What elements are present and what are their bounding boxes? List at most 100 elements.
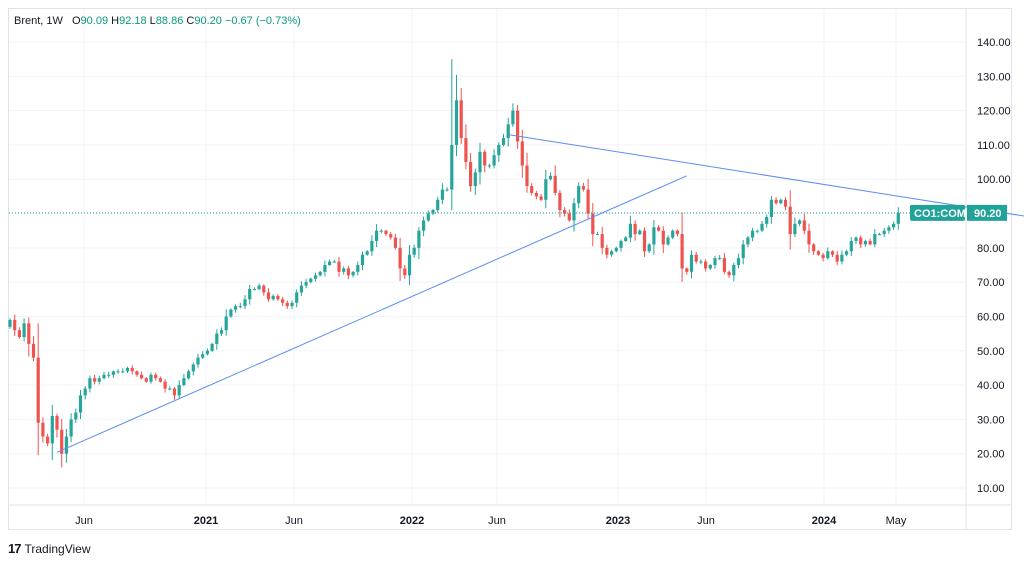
symbol-label: Brent, 1W bbox=[14, 15, 63, 27]
candle bbox=[163, 379, 167, 393]
candle bbox=[440, 183, 444, 205]
chart-frame bbox=[8, 8, 1012, 530]
trendlines[interactable] bbox=[56, 134, 1024, 453]
candle bbox=[168, 386, 172, 391]
candle bbox=[116, 368, 120, 374]
candle bbox=[718, 254, 722, 261]
candle bbox=[290, 300, 294, 310]
candle bbox=[370, 235, 374, 256]
candle bbox=[304, 278, 308, 289]
candle bbox=[722, 252, 726, 275]
candle bbox=[755, 229, 759, 234]
candle bbox=[201, 351, 205, 360]
candle bbox=[88, 375, 92, 393]
y-tick-label: 50.00 bbox=[977, 346, 1005, 358]
candle bbox=[628, 215, 632, 243]
close-label: C bbox=[186, 15, 195, 27]
candle bbox=[121, 368, 125, 374]
candle bbox=[135, 370, 139, 377]
candle bbox=[102, 371, 106, 380]
candle bbox=[74, 408, 78, 424]
candle bbox=[158, 376, 162, 383]
candles bbox=[8, 59, 900, 468]
candle bbox=[769, 195, 773, 224]
candle bbox=[647, 243, 651, 253]
y-tick-label: 20.00 bbox=[977, 449, 1005, 461]
candle bbox=[741, 240, 745, 265]
candle bbox=[78, 389, 83, 419]
candle bbox=[534, 190, 538, 200]
candle bbox=[450, 59, 454, 211]
candle bbox=[642, 227, 647, 257]
candle bbox=[431, 208, 435, 216]
candle bbox=[826, 247, 830, 260]
candle bbox=[140, 371, 144, 380]
candle bbox=[812, 242, 816, 255]
candle bbox=[873, 229, 877, 248]
candle bbox=[478, 142, 482, 185]
candle bbox=[798, 219, 802, 227]
y-tick-label: 130.00 bbox=[977, 71, 1011, 83]
y-tick-label: 120.00 bbox=[977, 106, 1011, 118]
ticker-tag-label: CO1:COM bbox=[914, 208, 966, 220]
candle bbox=[375, 224, 379, 248]
candle bbox=[577, 182, 581, 209]
y-tick-label: 100.00 bbox=[977, 174, 1011, 186]
candle bbox=[177, 380, 181, 400]
candle bbox=[196, 353, 200, 368]
candle bbox=[154, 372, 158, 381]
y-tick-label: 30.00 bbox=[977, 414, 1005, 426]
change-value: −0.67 (−0.73%) bbox=[224, 15, 301, 27]
x-tick-label: May bbox=[886, 515, 907, 527]
candle bbox=[779, 198, 783, 205]
candle bbox=[454, 74, 459, 157]
candle bbox=[144, 376, 148, 383]
x-axis[interactable]: Jun 2021 Jun 2022 Jun 2023 Jun 2024 May bbox=[75, 515, 907, 527]
tradingview-branding[interactable]: 17 TradingView bbox=[8, 541, 91, 556]
candle bbox=[342, 266, 346, 275]
trendline-1[interactable] bbox=[56, 175, 688, 453]
candle bbox=[732, 262, 736, 282]
candle bbox=[149, 372, 153, 384]
candle bbox=[83, 386, 87, 400]
candle bbox=[511, 103, 515, 127]
low-label: L bbox=[149, 15, 156, 27]
candle bbox=[558, 190, 562, 218]
candle bbox=[384, 229, 388, 237]
y-axis[interactable]: 10.00 20.00 30.00 40.00 50.00 60.00 70.00 80.00… bbox=[977, 37, 1011, 495]
candle bbox=[130, 365, 134, 375]
candle bbox=[356, 261, 360, 276]
candle bbox=[417, 227, 421, 259]
x-tick-label: 2022 bbox=[400, 515, 424, 527]
candle bbox=[403, 264, 407, 279]
candle bbox=[704, 259, 708, 272]
candle bbox=[407, 245, 412, 286]
candle bbox=[896, 207, 900, 230]
candle bbox=[553, 165, 557, 196]
candle bbox=[469, 152, 473, 192]
x-tick-label: Jun bbox=[697, 515, 715, 527]
candle bbox=[125, 366, 130, 374]
candle bbox=[328, 259, 332, 266]
candle bbox=[191, 362, 195, 376]
candle bbox=[689, 250, 694, 279]
trendline-2[interactable] bbox=[508, 134, 1024, 217]
y-tick-label: 110.00 bbox=[977, 140, 1010, 152]
candle bbox=[309, 277, 313, 284]
candle bbox=[581, 182, 585, 192]
candle bbox=[854, 236, 858, 245]
candle bbox=[393, 234, 397, 250]
candle bbox=[887, 225, 891, 234]
candle bbox=[8, 318, 12, 329]
candle bbox=[229, 308, 233, 319]
candle bbox=[379, 229, 383, 234]
price-tag-value: 90.20 bbox=[974, 208, 1002, 220]
price-tag: CO1:COM 90.20 bbox=[9, 204, 1007, 221]
candle bbox=[22, 318, 26, 342]
candle bbox=[426, 210, 430, 222]
candle bbox=[675, 229, 679, 237]
y-tick-label: 40.00 bbox=[977, 380, 1005, 392]
tradingview-name: TradingView bbox=[24, 541, 91, 556]
candle bbox=[360, 251, 365, 271]
